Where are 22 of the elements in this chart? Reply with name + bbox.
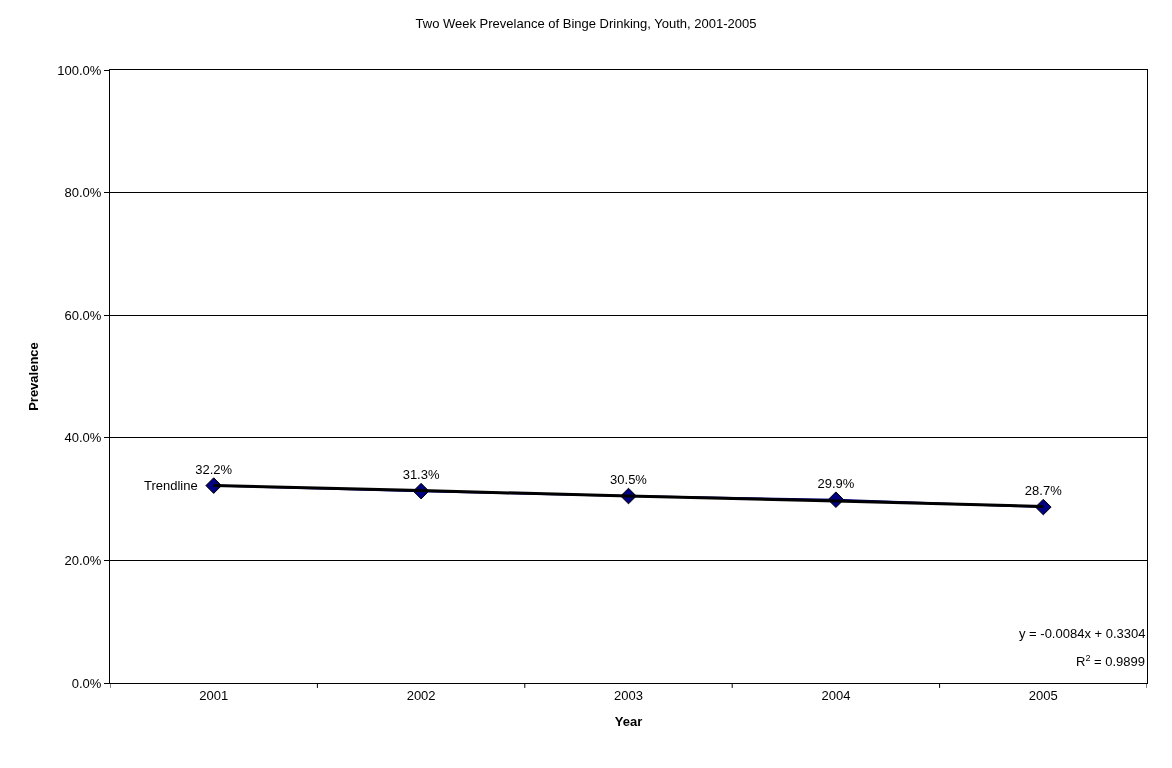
y-tick-label: 0.0% bbox=[71, 675, 102, 691]
x-tick-label: 2003 bbox=[614, 687, 643, 703]
data-label: 31.3% bbox=[402, 467, 440, 483]
annotation: y = -0.0084x + 0.3304 bbox=[1019, 626, 1146, 641]
y-tick-label: 100.0% bbox=[57, 62, 102, 78]
x-axis-title: Year bbox=[614, 714, 643, 730]
data-label: 28.7% bbox=[1024, 483, 1063, 499]
data-label: 29.9% bbox=[817, 475, 855, 491]
data-label: 32.2% bbox=[195, 461, 233, 477]
annotation: R$^{2}$ = 0.9899 bbox=[1076, 653, 1146, 670]
x-tick-label: 2002 bbox=[406, 687, 436, 703]
y-axis-title: Prevalence bbox=[26, 342, 42, 411]
y-tick-label: 40.0% bbox=[64, 430, 102, 446]
series-label: Trendline bbox=[144, 478, 198, 493]
x-tick-label: 2001 bbox=[199, 687, 229, 703]
x-tick-label: 2005 bbox=[1028, 687, 1058, 703]
y-tick-label: 80.0% bbox=[64, 185, 102, 201]
x-tick-label: 2004 bbox=[821, 687, 851, 703]
y-tick-label: 20.0% bbox=[64, 552, 102, 568]
chart-title: Two Week Prevelance of Binge Drinking, Youth, 2001-2005 bbox=[415, 16, 757, 32]
data-label: 30.5% bbox=[610, 472, 648, 488]
y-tick-label: 60.0% bbox=[64, 307, 102, 323]
